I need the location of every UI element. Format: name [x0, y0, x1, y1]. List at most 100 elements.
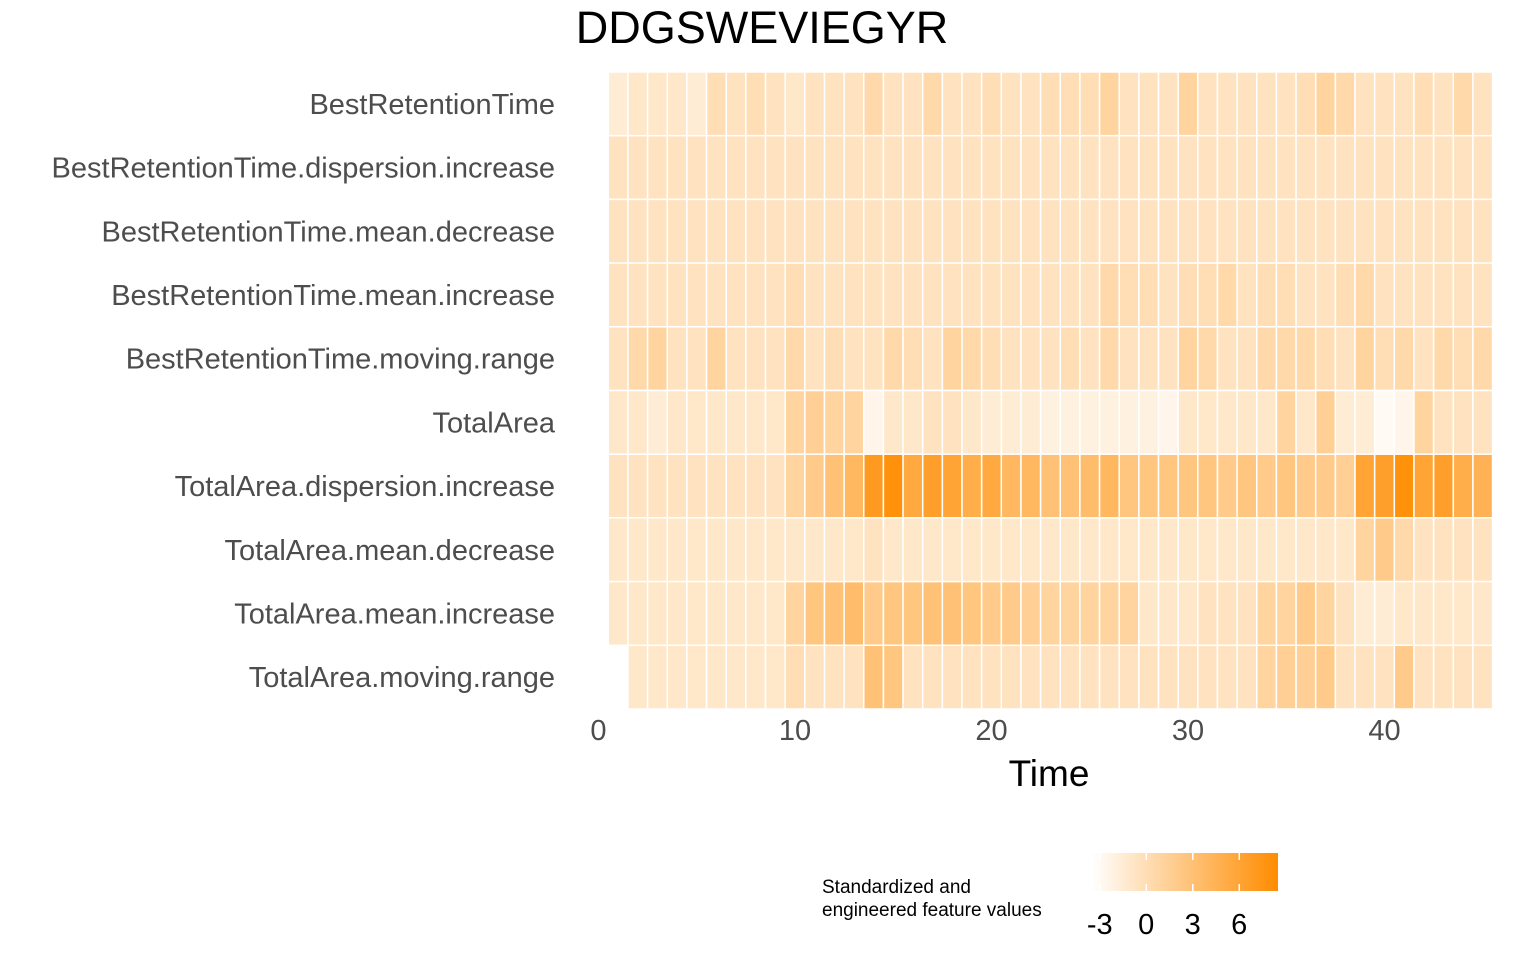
heatmap-cell: [863, 71, 885, 137]
heatmap-cell: [863, 517, 885, 583]
heatmap-cell: [1256, 644, 1278, 710]
heatmap-cell: [646, 389, 669, 455]
heatmap-cell: [1432, 644, 1455, 710]
heatmap-cell: [607, 326, 629, 392]
heatmap-cell: [666, 262, 688, 328]
heatmap-cell: [1295, 326, 1317, 392]
heatmap-cell: [686, 326, 708, 392]
heatmap-cell: [764, 580, 786, 647]
heatmap-cell: [646, 517, 669, 583]
heatmap-cell: [1452, 326, 1474, 392]
heatmap-cell: [1334, 453, 1356, 519]
heatmap-cell: [804, 517, 826, 583]
legend-colorbar: [1092, 853, 1278, 891]
heatmap-cell: [902, 644, 924, 710]
heatmap-cell: [1413, 580, 1435, 647]
heatmap-cell: [902, 517, 924, 583]
heatmap-cell: [1020, 517, 1042, 583]
heatmap-cell: [1472, 389, 1494, 455]
heatmap-cell: [921, 644, 944, 710]
heatmap-cell: [823, 644, 845, 710]
heatmap-cell: [961, 517, 983, 583]
heatmap-cell: [1472, 198, 1494, 264]
heatmap-cell: [764, 326, 786, 392]
heatmap-cell: [627, 517, 649, 583]
heatmap-cell: [1393, 262, 1415, 328]
heatmap-cell: [1000, 134, 1022, 201]
heatmap-cell: [666, 71, 688, 137]
heatmap-cell: [1098, 644, 1120, 710]
heatmap-cell: [882, 453, 904, 519]
heatmap-cell: [1275, 389, 1297, 455]
heatmap-cell: [843, 71, 865, 137]
heatmap-cell: [902, 134, 924, 201]
heatmap-cell: [1256, 453, 1278, 519]
heatmap-cell: [627, 198, 649, 264]
y-axis-label: TotalArea.moving.range: [249, 662, 555, 694]
heatmap-cell: [1373, 517, 1396, 583]
heatmap-cell: [1098, 262, 1120, 328]
heatmap-cell: [1373, 453, 1396, 519]
heatmap-cell: [745, 326, 767, 392]
heatmap-cell: [1236, 517, 1258, 583]
heatmap-cell: [1177, 134, 1199, 201]
heatmap-cell: [705, 134, 727, 201]
heatmap-cell: [1314, 389, 1337, 455]
heatmap-cell: [961, 71, 983, 137]
heatmap-cell: [1236, 326, 1258, 392]
heatmap-cell: [863, 262, 885, 328]
heatmap-cell: [1413, 326, 1435, 392]
heatmap-cell: [804, 134, 826, 201]
heatmap-cell: [1413, 198, 1435, 264]
heatmap-cell: [1020, 134, 1042, 201]
heatmap-cell: [1118, 134, 1140, 201]
heatmap-cell: [921, 262, 944, 328]
heatmap-cell: [745, 389, 767, 455]
heatmap-cell: [1354, 453, 1376, 519]
heatmap-cell: [1236, 71, 1258, 137]
heatmap-cell: [725, 644, 747, 710]
heatmap-cell: [1216, 262, 1238, 328]
heatmap-cell: [1432, 198, 1455, 264]
heatmap-cell: [705, 326, 727, 392]
heatmap-cell: [1000, 389, 1022, 455]
heatmap-cell: [1472, 580, 1494, 647]
heatmap-cell: [902, 580, 924, 647]
heatmap-cell: [843, 453, 865, 519]
heatmap-cell: [882, 71, 904, 137]
heatmap-cell: [1157, 198, 1179, 264]
heatmap-cell: [1432, 326, 1455, 392]
heatmap-cell: [607, 389, 629, 455]
heatmap-cell: [764, 71, 786, 137]
heatmap-cell: [1452, 71, 1474, 137]
heatmap-cell: [902, 453, 924, 519]
heatmap-cell: [1138, 517, 1160, 583]
heatmap-cell: [1314, 262, 1337, 328]
heatmap-cell: [882, 262, 904, 328]
heatmap-cell: [666, 644, 688, 710]
heatmap-cell: [1039, 517, 1062, 583]
heatmap-cell: [1197, 453, 1219, 519]
y-axis-label: TotalArea.dispersion.increase: [175, 471, 555, 503]
heatmap-cell: [1314, 71, 1337, 137]
heatmap-cell: [1098, 198, 1120, 264]
legend: Standardized and engineered feature valu…: [822, 853, 1278, 941]
heatmap-cell: [804, 326, 826, 392]
heatmap-cell: [1334, 198, 1356, 264]
heatmap-cell: [1472, 644, 1494, 710]
heatmap-cell: [1373, 262, 1396, 328]
heatmap-cell: [666, 580, 688, 647]
heatmap-cell: [1098, 389, 1120, 455]
heatmap-cell: [1314, 580, 1337, 647]
heatmap-cell: [961, 262, 983, 328]
heatmap-cell: [725, 580, 747, 647]
heatmap-cell: [941, 517, 963, 583]
heatmap-cell: [1393, 644, 1415, 710]
heatmap-cell: [961, 326, 983, 392]
heatmap-cell: [1354, 580, 1376, 647]
x-axis-ticks: 0 10 20 30 40: [590, 715, 1400, 747]
heatmap-cell: [745, 134, 767, 201]
heatmap-cell: [1334, 580, 1356, 647]
heatmap-cell: [1373, 198, 1396, 264]
heatmap-cell: [686, 198, 708, 264]
